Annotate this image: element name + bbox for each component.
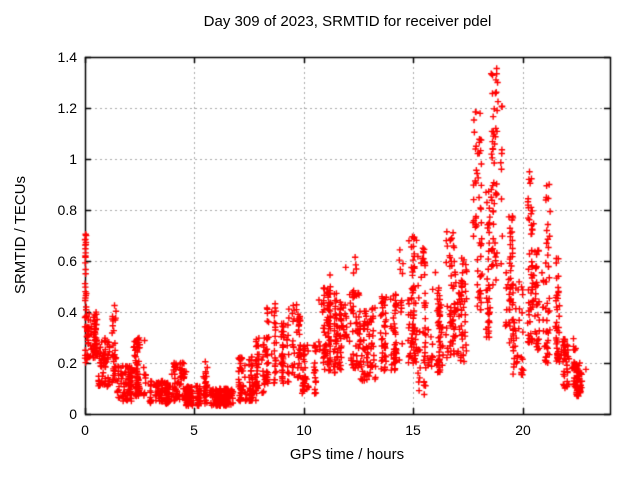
x-tick-label: 15 bbox=[405, 422, 421, 438]
x-tick-label: 0 bbox=[81, 422, 89, 438]
y-tick-label: 0.4 bbox=[57, 304, 77, 320]
y-tick-label: 0 bbox=[69, 406, 77, 422]
y-tick-label: 0.2 bbox=[57, 355, 77, 371]
y-tick-label: 0.8 bbox=[57, 202, 77, 218]
x-tick-label: 5 bbox=[190, 422, 198, 438]
y-tick-label: 0.6 bbox=[57, 253, 77, 269]
y-tick-label: 1.2 bbox=[57, 100, 77, 116]
x-tick-label: 10 bbox=[296, 422, 312, 438]
y-tick-label: 1.4 bbox=[57, 49, 77, 65]
x-tick-label: 20 bbox=[515, 422, 531, 438]
x-axis-label: GPS time / hours bbox=[289, 446, 405, 463]
y-tick-label: 1 bbox=[69, 151, 77, 167]
